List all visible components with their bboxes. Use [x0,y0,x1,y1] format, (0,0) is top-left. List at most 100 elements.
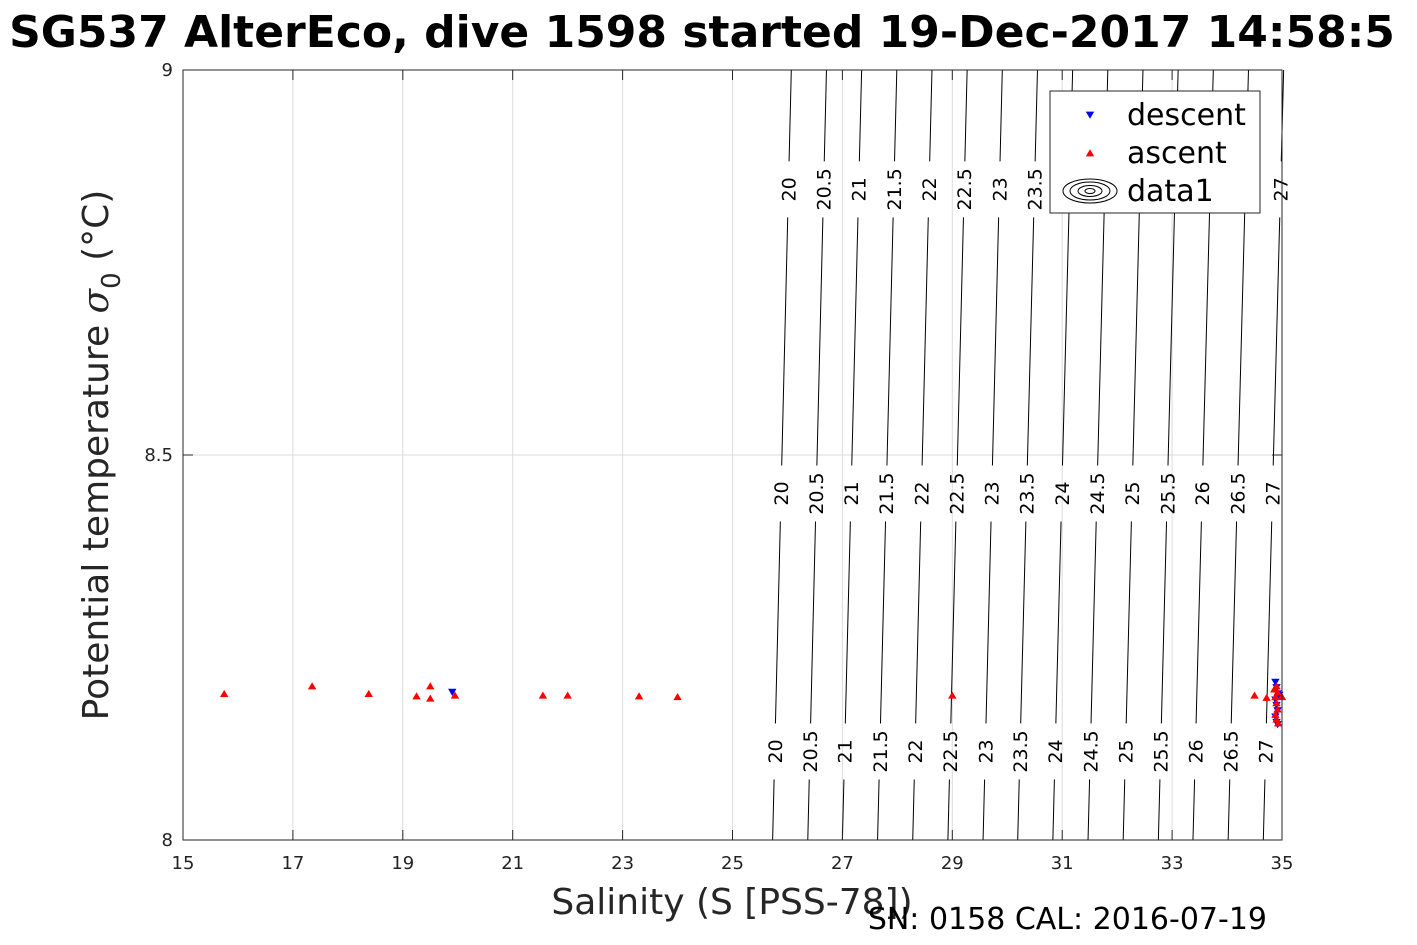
isopycnal-line [1125,521,1132,724]
isopycnal-line [877,779,880,841]
descent-marker [1271,678,1280,686]
x-tick-label: 21 [501,853,524,874]
isopycnal-line [1055,521,1062,724]
ascent-marker [563,691,572,699]
isopycnal-line [999,69,1003,162]
isopycnal-label: 25.5 [1157,472,1179,514]
isopycnal-label: 24.5 [1080,730,1102,772]
isopycnal-label: 23 [989,177,1011,201]
x-tick-label: 19 [391,853,414,874]
ascent-marker [1262,693,1271,701]
isopycnal-label: 22 [919,177,941,201]
isopycnal-label: 20 [778,177,800,201]
y-tick-label: 9 [162,60,173,81]
ascent-marker [1271,693,1280,701]
ascent-marker [673,693,682,701]
isopycnal-label: 20 [771,481,793,505]
isopycnal-label: 21.5 [884,168,906,210]
y-axis-label-unit: (°C) [76,190,117,261]
legend-contour-symbol [1069,181,1111,201]
ascent-marker [1272,699,1281,707]
y-tick-label: 8 [162,830,173,851]
isopycnal-label: 26 [1185,739,1207,763]
isopycnal-line [807,779,810,841]
isopycnal-label: 21 [835,739,857,763]
isopycnal-line [858,69,863,162]
isopycnal-line [921,217,929,466]
isopycnal-label: 20.5 [814,168,836,210]
x-tick-label: 25 [721,853,744,874]
isopycnal-line [844,521,851,724]
isopycnal-label: 20.5 [800,730,822,772]
legend-contour-symbol [1062,178,1118,204]
axes: 15 17 19 21 23 25 27 29 31 33 35 8 8.5 9 [144,60,1293,874]
legend-ascent-marker [1085,149,1095,157]
x-tick-label: 35 [1271,853,1294,874]
ascent-marker [364,689,373,698]
isopycnal-label: 21.5 [870,730,892,772]
x-tick-label: 17 [281,853,304,874]
legend-data1-label: data1 [1127,174,1214,209]
isopycnal-line [841,779,845,841]
isopycnal-line [816,217,824,466]
isopycnal-line [1090,521,1097,724]
isopycnal-label: 22 [905,739,927,763]
isopycnal-line [1195,521,1202,724]
x-tick-label: 31 [1051,853,1074,874]
legend-descent-marker [1085,111,1095,119]
isopycnal-line [1034,69,1038,162]
isopycnal-label: 22 [911,481,933,505]
y-axis-label-text: Potential temperature [76,325,117,720]
ascent-marker [1273,705,1282,713]
serial-cal-footer: SN: 0158 CAL: 2016-07-19 [868,902,1267,937]
isopycnal-label: 24 [1045,739,1067,763]
isopycnal-label: 23 [982,481,1004,505]
isopycnal-line [810,521,817,724]
isopycnal-line [823,69,827,162]
isopycnal-line [1157,779,1161,841]
isopycnal-label: 22.5 [954,168,976,210]
isopycnal-line [879,521,887,724]
isopycnal-label: 25.5 [1151,730,1173,772]
isopycnal-line [956,217,964,466]
isopycnal-label: 23 [975,739,997,763]
isopycnal-label: 25 [1122,481,1144,505]
ascent-marker [634,692,644,700]
isopycnal-line [1262,779,1266,841]
isopycnal-label: 20.5 [806,472,828,514]
isopycnal-line [772,779,775,841]
y-axis-label: Potential temperature σ0 (°C) [76,190,127,721]
ascent-marker [538,691,548,699]
isopycnal-label: 23.5 [1017,472,1039,514]
isopycnal-line [929,69,933,162]
isopycnal-line [894,69,898,162]
isopycnal-label: 21 [841,481,863,505]
isopycnal-label: 26.5 [1220,730,1242,772]
isopycnal-line [912,779,915,841]
isopycnal-label: 20 [765,739,787,763]
x-tick-label: 33 [1161,853,1184,874]
isopycnal-label: 23.5 [1024,168,1046,210]
isopycnal-label: 24 [1052,481,1074,505]
ascent-marker [1273,719,1283,727]
isopycnal-label: 21.5 [876,472,898,514]
isopycnal-label: 21 [849,177,871,201]
x-tick-label: 29 [941,853,964,874]
isopycnal-label: 22.5 [947,472,969,514]
isopycnal-line [781,217,789,466]
legend-contour-symbol [1077,185,1103,197]
legend-contour-symbol [1084,188,1096,194]
isopycnal-line [774,521,781,724]
isopycnal-line [947,779,950,841]
isopycnal-line [1026,217,1035,466]
isopycnal-label: 27 [1270,177,1292,201]
x-tick-label: 27 [831,853,854,874]
y-tick-label: 8.5 [144,445,173,466]
isopycnal-label: 26.5 [1227,472,1249,514]
isopycnal-line [1160,521,1168,724]
isopycnal-label: 25 [1115,739,1137,763]
legend-box [1049,90,1261,214]
isopycnal-line [985,521,992,724]
